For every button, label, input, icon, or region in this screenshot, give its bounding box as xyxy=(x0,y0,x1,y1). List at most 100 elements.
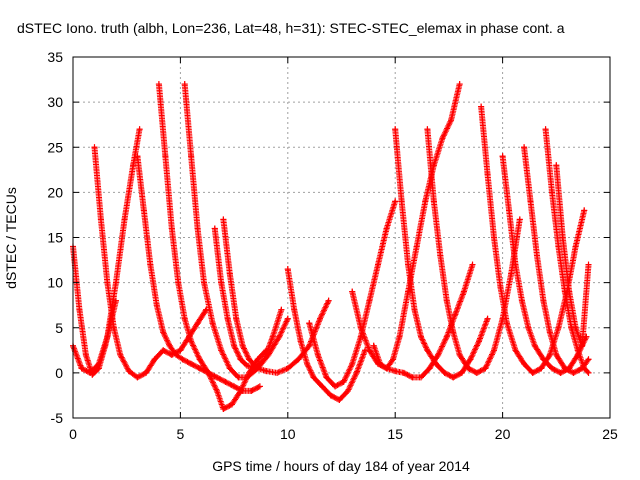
data-point xyxy=(136,126,143,133)
data-point xyxy=(231,342,238,349)
series-arc-5 xyxy=(155,81,270,412)
data-point xyxy=(112,279,119,286)
data-point xyxy=(392,368,399,375)
data-point xyxy=(220,216,227,223)
data-point xyxy=(248,387,255,394)
data-point xyxy=(456,351,463,358)
data-point xyxy=(469,261,476,268)
data-point xyxy=(177,347,184,354)
data-point xyxy=(555,324,562,331)
data-point xyxy=(117,351,124,358)
data-point xyxy=(497,284,504,291)
data-point xyxy=(583,333,590,340)
series-arc-8 xyxy=(220,216,332,376)
data-point xyxy=(529,369,536,376)
data-point xyxy=(211,225,218,232)
data-point xyxy=(166,342,173,349)
data-point xyxy=(261,356,268,363)
data-point xyxy=(452,311,459,318)
data-point xyxy=(284,315,291,322)
data-point xyxy=(377,360,384,367)
data-point xyxy=(366,297,373,304)
data-point xyxy=(314,351,321,358)
data-point xyxy=(413,243,420,250)
data-point xyxy=(306,320,313,327)
data-point xyxy=(151,356,158,363)
data-point xyxy=(521,144,528,151)
data-point xyxy=(549,365,556,372)
data-point xyxy=(557,369,564,376)
x-tick-label: 25 xyxy=(602,426,618,442)
data-point xyxy=(546,351,553,358)
data-point xyxy=(521,360,528,367)
data-point xyxy=(540,356,547,363)
series-arc-9 xyxy=(284,266,369,403)
data-point xyxy=(405,288,412,295)
data-point xyxy=(173,351,180,358)
data-point xyxy=(441,369,448,376)
data-point xyxy=(175,279,182,286)
series-arc-14 xyxy=(424,126,523,376)
y-tick-label: 25 xyxy=(47,139,63,155)
data-point xyxy=(411,306,418,313)
data-point xyxy=(349,360,356,367)
data-point xyxy=(181,81,188,88)
data-point xyxy=(512,347,519,354)
data-point xyxy=(209,320,216,327)
data-point xyxy=(196,356,203,363)
data-point xyxy=(104,279,111,286)
data-point xyxy=(499,153,506,160)
data-point xyxy=(274,369,281,376)
data-point xyxy=(424,347,431,354)
data-point xyxy=(82,351,89,358)
data-point xyxy=(561,365,568,372)
data-point xyxy=(437,252,444,259)
data-point xyxy=(276,333,283,340)
chart-title: dSTEC Iono. truth (albh, Lon=236, Lat=48… xyxy=(17,20,565,36)
data-point xyxy=(484,315,491,322)
data-point xyxy=(546,329,553,336)
y-tick-label: 15 xyxy=(47,230,63,246)
data-point xyxy=(553,162,560,169)
data-point xyxy=(304,360,311,367)
data-point xyxy=(327,392,334,399)
data-point xyxy=(213,387,220,394)
y-axis-label: dSTEC / TECUs xyxy=(3,187,19,289)
data-point xyxy=(426,365,433,372)
data-point xyxy=(317,315,324,322)
data-point xyxy=(559,234,566,241)
data-point xyxy=(375,261,382,268)
y-tick-label: 30 xyxy=(47,94,63,110)
data-point xyxy=(574,347,581,354)
series-arc-4 xyxy=(134,153,263,394)
data-point xyxy=(475,338,482,345)
data-point xyxy=(155,81,162,88)
data-point xyxy=(295,356,302,363)
y-tick-label: 0 xyxy=(55,365,63,381)
data-point xyxy=(220,405,227,412)
data-point xyxy=(143,369,150,376)
data-point xyxy=(325,297,332,304)
data-point xyxy=(228,401,235,408)
data-point xyxy=(336,396,343,403)
data-point xyxy=(218,279,225,286)
data-point xyxy=(443,333,450,340)
y-tick-label: -5 xyxy=(51,410,64,426)
data-point xyxy=(224,315,231,322)
series-arc-16 xyxy=(499,153,590,376)
data-point xyxy=(538,365,545,372)
data-point xyxy=(201,279,208,286)
data-point xyxy=(439,135,446,142)
data-point xyxy=(95,360,102,367)
data-point xyxy=(585,369,592,376)
data-point xyxy=(188,153,195,160)
data-point xyxy=(392,126,399,133)
data-point xyxy=(518,297,525,304)
data-point xyxy=(160,329,167,336)
x-tick-label: 5 xyxy=(177,426,185,442)
data-point xyxy=(570,369,577,376)
data-point xyxy=(246,356,253,363)
data-point xyxy=(366,347,373,354)
data-point xyxy=(409,374,416,381)
